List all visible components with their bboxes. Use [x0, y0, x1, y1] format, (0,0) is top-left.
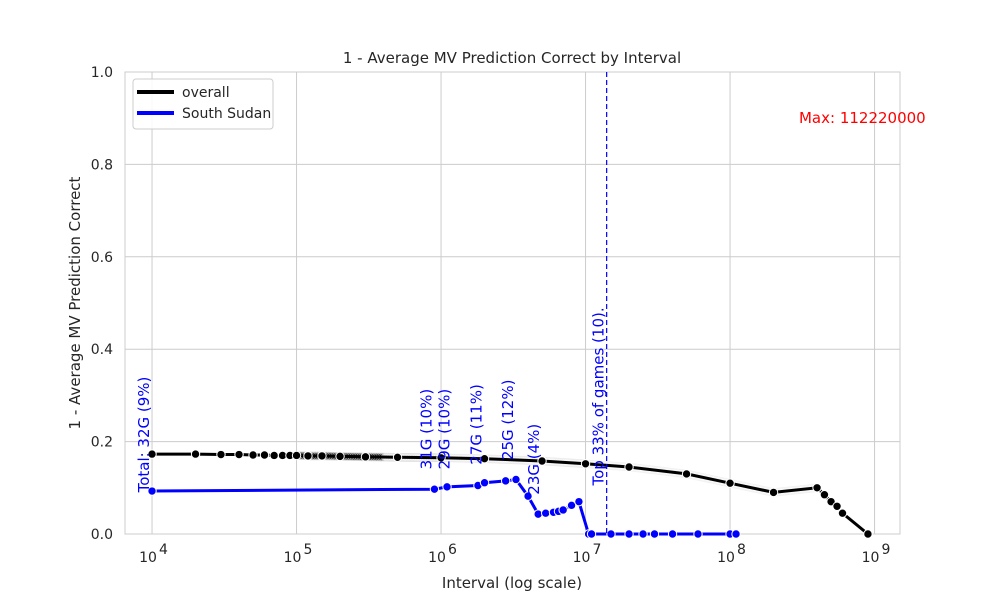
- x-tick-exponent: 4: [159, 542, 168, 558]
- data-point: [442, 482, 452, 492]
- data-point: [500, 476, 511, 486]
- data-point: [537, 456, 547, 466]
- data-point: [580, 459, 591, 469]
- data-point: [360, 452, 371, 462]
- data-point: [248, 450, 258, 460]
- x-tick-label: 10: [862, 550, 880, 566]
- annotation-label: Max: 112220000: [799, 109, 926, 127]
- annotation-label: 27G (11%): [468, 384, 486, 465]
- grid: [125, 71, 900, 535]
- series-layer: [147, 449, 873, 539]
- data-point: [558, 505, 568, 515]
- data-point: [624, 462, 634, 472]
- data-point: [436, 453, 446, 463]
- data-point: [863, 529, 873, 539]
- annotation-label: 25G (12%): [499, 380, 517, 461]
- x-tick-label: 10: [428, 550, 446, 566]
- data-point: [392, 452, 403, 463]
- annotation-label: 29G (10%): [435, 389, 453, 470]
- x-tick-exponent: 9: [882, 542, 891, 558]
- data-point: [667, 529, 678, 539]
- annotation-label: Top 33% of games (10).: [590, 307, 608, 486]
- data-point: [649, 529, 660, 539]
- data-point: [586, 529, 597, 539]
- chart-title: 1 - Average MV Prediction Correct by Int…: [343, 49, 681, 67]
- data-point: [681, 469, 692, 479]
- data-point: [624, 529, 634, 539]
- y-tick-label: 0.4: [91, 342, 113, 358]
- data-point: [303, 451, 313, 461]
- data-point: [574, 496, 584, 507]
- x-axis-label: Interval (log scale): [442, 574, 582, 592]
- data-point: [837, 508, 848, 518]
- data-point: [335, 451, 345, 462]
- annotation-label: 23G (4%): [525, 424, 543, 495]
- data-point: [259, 450, 270, 460]
- y-tick-label: 0.8: [91, 157, 113, 173]
- x-tick-label: 10: [573, 550, 591, 566]
- x-tick-label: 10: [717, 550, 735, 566]
- data-point: [638, 529, 648, 539]
- legend: overall South Sudan: [132, 78, 274, 130]
- data-point: [768, 487, 779, 498]
- x-tick-label: 10: [284, 550, 302, 566]
- x-tick-labels: 10 4 10 5 10 6 10 7 10 8 10 9: [139, 542, 890, 566]
- data-point: [317, 451, 327, 461]
- x-tick-exponent: 6: [448, 542, 457, 558]
- data-point: [291, 450, 302, 461]
- y-tick-label: 0.6: [91, 250, 113, 266]
- data-point: [606, 529, 616, 539]
- data-point: [147, 486, 157, 496]
- data-point: [479, 478, 490, 488]
- data-point: [812, 483, 822, 493]
- data-point: [523, 491, 533, 501]
- y-tick-label: 1.0: [91, 65, 113, 81]
- x-tick-exponent: 7: [593, 542, 602, 558]
- data-point: [147, 449, 157, 459]
- x-tick-exponent: 8: [737, 542, 746, 558]
- annotation-label: Total: 32G (9%): [135, 377, 153, 494]
- data-point: [216, 449, 226, 460]
- legend-label: overall: [182, 85, 230, 101]
- data-point: [234, 449, 244, 460]
- data-point: [541, 508, 551, 518]
- data-point: [479, 453, 490, 464]
- y-axis-label: 1 - Average MV Prediction Correct: [66, 176, 84, 429]
- data-point: [269, 450, 279, 461]
- x-tick-exponent: 5: [304, 542, 313, 558]
- x-tick-label: 10: [139, 550, 157, 566]
- annotation-label: 31G (10%): [417, 389, 435, 470]
- data-point: [511, 474, 521, 485]
- data-point: [429, 484, 440, 494]
- data-point: [693, 529, 703, 539]
- data-point: [819, 490, 830, 500]
- data-point: [725, 478, 735, 488]
- y-tick-labels: 0.0 0.2 0.4 0.6 0.8 1.0: [91, 65, 113, 543]
- y-tick-label: 0.2: [91, 435, 113, 451]
- data-point: [566, 500, 577, 511]
- legend-label: South Sudan: [182, 106, 271, 122]
- data-point: [190, 449, 201, 459]
- annotations: Total: 32G (9%) 31G (10%) 29G (10%) 27G (11…: [135, 109, 926, 495]
- plot-frame: [124, 71, 901, 535]
- data-point: [731, 529, 741, 539]
- data-point: [832, 501, 842, 511]
- y-tick-label: 0.0: [91, 527, 113, 543]
